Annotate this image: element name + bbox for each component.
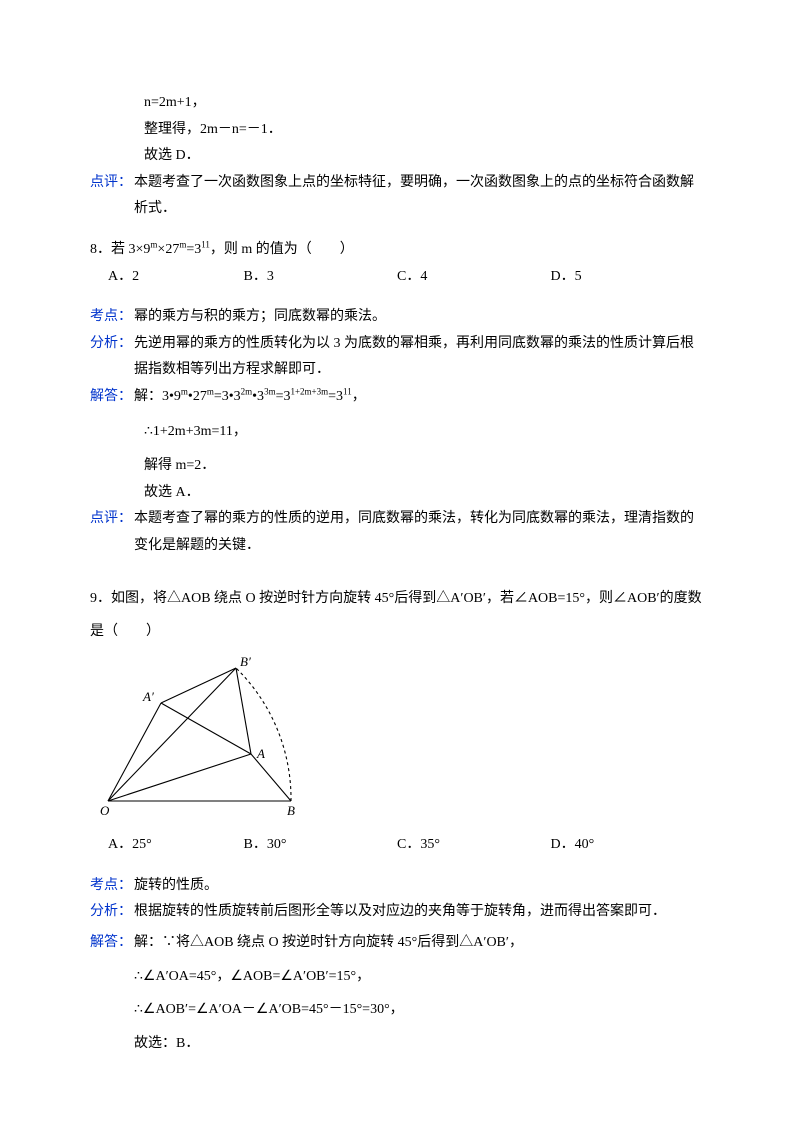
q8-jieda-label: 解答： xyxy=(90,384,134,411)
q8-stem-suffix: ，则 m 的值为（ ） xyxy=(210,242,354,257)
q8-kaodian-text: 幂的乘方与积的乘方；同底数幂的乘法。 xyxy=(134,304,704,331)
q8-stem: 8．若 3×9m×27m=311，则 m 的值为（ ） xyxy=(90,237,704,264)
q9-kaodian-text: 旋转的性质。 xyxy=(134,873,704,900)
q8-stem-eq: =3 xyxy=(186,242,201,257)
svg-text:B′: B′ xyxy=(240,654,251,669)
q7-line1: n=2m+1， xyxy=(90,90,704,117)
q8-jieda-line3: 解得 m=2． xyxy=(90,453,704,480)
q8-opt-d: D．5 xyxy=(551,264,705,291)
q8-dianping-label: 点评： xyxy=(90,506,134,533)
q9-jieda-label: 解答： xyxy=(90,926,134,960)
q7-comment-text: 本题考查了一次函数图象上点的坐标特征，要明确，一次函数图象上的点的坐标符合函数解… xyxy=(134,170,704,223)
q8-kaodian: 考点： 幂的乘方与积的乘方；同底数幂的乘法。 xyxy=(90,304,704,331)
q9-jieda-line1: 解：∵将△AOB 绕点 O 按逆时针方向旋转 45°后得到△A′OB′， xyxy=(134,926,704,960)
q9-stem: 9．如图，将△AOB 绕点 O 按逆时针方向旋转 45°后得到△A′OB′，若∠… xyxy=(90,582,704,649)
q8-jieda-line4: 故选 A． xyxy=(90,480,704,507)
q7-comment: 点评： 本题考查了一次函数图象上点的坐标特征，要明确，一次函数图象上的点的坐标符… xyxy=(90,170,704,223)
svg-text:A′: A′ xyxy=(142,689,154,704)
q8-dianping-text: 本题考查了幂的乘方的性质的逆用，同底数幂的乘法，转化为同底数幂的乘法，理清指数的… xyxy=(134,506,704,559)
q8-fenxi-label: 分析： xyxy=(90,331,134,358)
q9-jieda-line3: ∴∠AOB′=∠A′OA－∠A′OB=45°－15°=30°， xyxy=(134,993,704,1027)
q8-options: A．2 B．3 C．4 D．5 xyxy=(90,264,704,291)
q8-jieda-line1: 解：3•9m•27m=3•32m•33m=31+2m+3m=311， xyxy=(134,384,704,411)
q9-kaodian: 考点： 旋转的性质。 xyxy=(90,873,704,900)
q8-stem-mid: ×27 xyxy=(157,242,179,257)
q9-diagram-svg: O B A B′ A′ xyxy=(96,653,326,818)
q9-fenxi: 分析： 根据旋转的性质旋转前后图形全等以及对应边的夹角等于旋转角，进而得出答案即… xyxy=(90,899,704,926)
q7-line2: 整理得，2m－n=－1． xyxy=(90,117,704,144)
q9-diagram: O B A B′ A′ xyxy=(90,653,704,829)
q8-opt-a: A．2 xyxy=(90,264,244,291)
q9-options: A．25° B．30° C．35° D．40° xyxy=(90,832,704,859)
q9-jieda-body: 解：∵将△AOB 绕点 O 按逆时针方向旋转 45°后得到△A′OB′， ∴∠A… xyxy=(134,926,704,1060)
q9-fenxi-text: 根据旋转的性质旋转前后图形全等以及对应边的夹角等于旋转角，进而得出答案即可． xyxy=(134,899,704,926)
q8-jieda-prefix: 解：3•9 xyxy=(134,389,181,404)
svg-text:A: A xyxy=(256,746,265,761)
q8-jieda-line2: ∴1+2m+3m=11， xyxy=(90,419,704,446)
q9-jieda: 解答： 解：∵将△AOB 绕点 O 按逆时针方向旋转 45°后得到△A′OB′，… xyxy=(90,926,704,1060)
svg-text:B: B xyxy=(287,803,295,818)
q8-stem-prefix: 8．若 3×9 xyxy=(90,242,150,257)
q8-sup3: 11 xyxy=(201,239,210,249)
q8-jieda: 解答： 解：3•9m•27m=3•32m•33m=31+2m+3m=311， xyxy=(90,384,704,411)
q7-line3: 故选 D． xyxy=(90,143,704,170)
q8-dianping: 点评： 本题考查了幂的乘方的性质的逆用，同底数幂的乘法，转化为同底数幂的乘法，理… xyxy=(90,506,704,559)
q9-opt-c: C．35° xyxy=(397,832,551,859)
q9-fenxi-label: 分析： xyxy=(90,899,134,926)
q7-comment-label: 点评： xyxy=(90,170,134,197)
q8-opt-c: C．4 xyxy=(397,264,551,291)
q8-kaodian-label: 考点： xyxy=(90,304,134,331)
svg-text:O: O xyxy=(100,803,110,818)
q9-jieda-line4: 故选：B． xyxy=(134,1027,704,1061)
q9-opt-b: B．30° xyxy=(244,832,398,859)
q8-fenxi: 分析： 先逆用幂的乘方的性质转化为以 3 为底数的幂相乘，再利用同底数幂的乘法的… xyxy=(90,331,704,384)
q9-opt-d: D．40° xyxy=(551,832,705,859)
q9-kaodian-label: 考点： xyxy=(90,873,134,900)
q8-opt-b: B．3 xyxy=(244,264,398,291)
q8-fenxi-text: 先逆用幂的乘方的性质转化为以 3 为底数的幂相乘，再利用同底数幂的乘法的性质计算… xyxy=(134,331,704,384)
q9-jieda-line2: ∴∠A′OA=45°，∠AOB=∠A′OB′=15°， xyxy=(134,960,704,994)
q9-opt-a: A．25° xyxy=(90,832,244,859)
